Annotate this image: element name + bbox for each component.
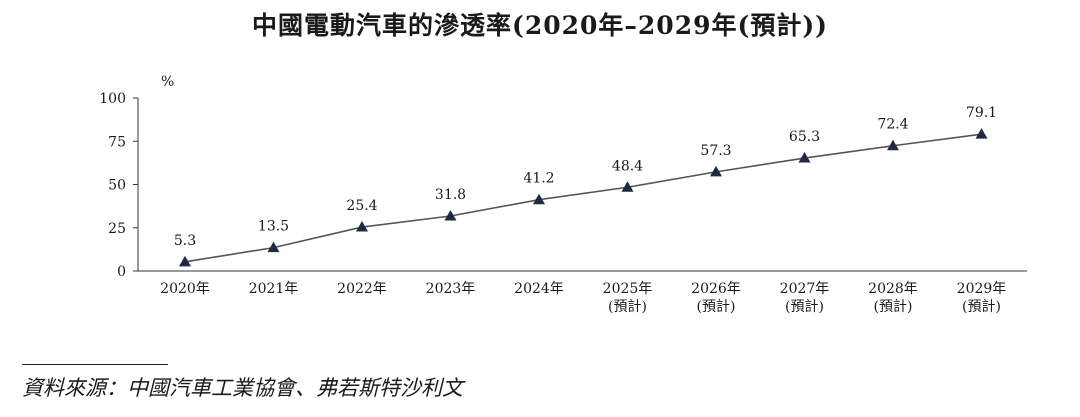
data-label: 65.3 xyxy=(789,129,820,145)
y-tick-label: 100 xyxy=(99,91,126,107)
data-point-marker xyxy=(179,255,191,267)
x-tick-label-line: (預計) xyxy=(785,299,824,315)
x-tick-label: 2021年 xyxy=(249,281,299,297)
x-tick-label: 2022年 xyxy=(337,281,387,297)
chart-axes xyxy=(133,97,1027,272)
data-point-marker xyxy=(798,152,811,163)
data-labels: 5.3 13.5 25.4 31.8 41.2 48.4 57.3 65.3 72.4 79.1 xyxy=(174,105,997,249)
data-point-marker xyxy=(356,221,368,232)
x-tick-label-line: 2026年 xyxy=(691,281,741,297)
series-markers xyxy=(179,128,988,267)
source-divider xyxy=(22,364,168,365)
data-label: 25.4 xyxy=(346,198,377,214)
y-tick-label: 75 xyxy=(108,134,126,150)
data-point-marker xyxy=(710,165,722,177)
data-point-marker xyxy=(267,241,280,253)
data-label: 31.8 xyxy=(435,187,466,203)
data-label: 48.4 xyxy=(612,158,643,174)
data-point-marker xyxy=(887,139,899,151)
x-tick-label-line: 2020年 xyxy=(160,281,210,297)
x-tick-label: 2024年 xyxy=(514,281,564,297)
source-note: 資料來源：中國汽車工業協會、弗若斯特沙利文 xyxy=(22,376,463,400)
x-tick-label-line: (預計) xyxy=(874,299,913,315)
data-label: 72.4 xyxy=(877,117,908,133)
x-tick-label: 2025年 (預計) xyxy=(603,281,653,315)
data-label: 5.3 xyxy=(174,233,196,249)
line-chart: 0 25 50 75 100 2020年 2021年 2022年 2023年 2024年 2025… xyxy=(99,74,1027,315)
x-tick-label-line: 2022年 xyxy=(337,281,387,297)
x-tick-label-line: (預計) xyxy=(697,299,736,315)
x-tick-label: 2029年 (預計) xyxy=(957,281,1007,315)
data-point-marker xyxy=(621,181,634,192)
x-tick-label: 2020年 xyxy=(160,281,210,297)
x-tick-label-line: 2027年 xyxy=(780,281,830,297)
data-label: 13.5 xyxy=(258,219,289,235)
x-tick-labels: 2020年 2021年 2022年 2023年 2024年 2025年 (預計) 2026年 (… xyxy=(160,281,1006,315)
x-tick-label: 2028年 (預計) xyxy=(868,281,918,315)
data-label: 79.1 xyxy=(966,105,997,121)
y-tick-label: 25 xyxy=(108,221,126,237)
x-tick-label-line: 2025年 xyxy=(603,281,653,297)
y-tick-label: 50 xyxy=(108,178,126,194)
x-tick-label: 2023年 xyxy=(426,281,476,297)
data-point-marker xyxy=(975,128,988,139)
x-tick-label-line: 2021年 xyxy=(249,281,299,297)
data-label: 57.3 xyxy=(700,143,731,159)
y-tick-labels: 0 25 50 75 100 xyxy=(99,91,126,280)
data-point-marker xyxy=(533,193,545,205)
x-tick-label-line: 2029年 xyxy=(957,281,1007,297)
chart-title: 中國電動汽車的滲透率(2020年–2029年(預計)) xyxy=(252,11,828,40)
x-tick-label-line: 2024年 xyxy=(514,281,564,297)
data-label: 41.2 xyxy=(523,171,554,187)
y-axis-unit-label: % xyxy=(161,74,174,90)
series-line xyxy=(184,133,982,263)
y-tick-label: 0 xyxy=(117,264,126,280)
x-tick-label: 2026年 (預計) xyxy=(691,281,741,315)
x-tick-label-line: 2023年 xyxy=(426,281,476,297)
x-tick-label-line: (預計) xyxy=(608,299,647,315)
data-point-marker xyxy=(444,209,457,221)
x-tick-label-line: (預計) xyxy=(962,299,1001,315)
x-tick-label: 2027年 (預計) xyxy=(780,281,830,315)
x-tick-label-line: 2028年 xyxy=(868,281,918,297)
